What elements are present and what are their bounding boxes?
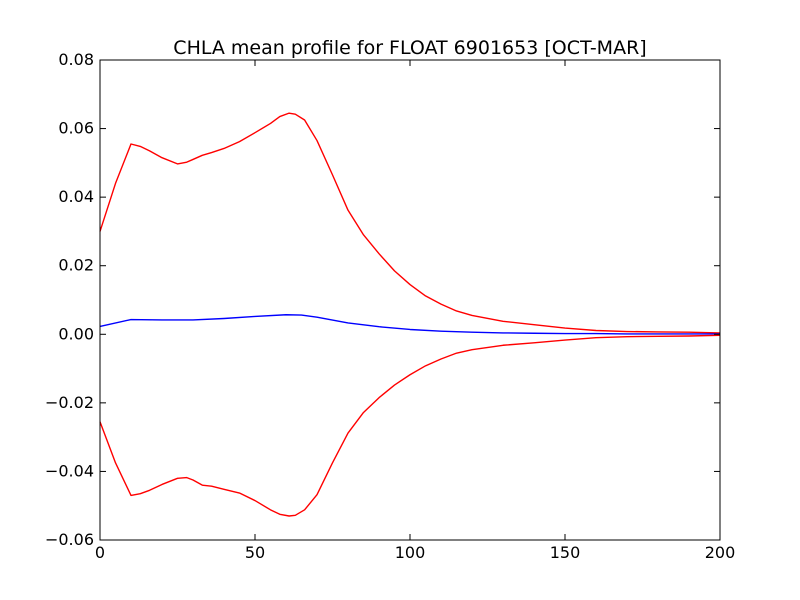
- x-tick-label: 200: [705, 543, 736, 562]
- y-tick-label: −0.02: [45, 393, 94, 412]
- y-tick-label: 0.02: [58, 256, 94, 275]
- series-layer: [99, 112, 721, 517]
- y-tick-label: 0.00: [58, 324, 94, 343]
- y-tick-label: 0.08: [58, 50, 94, 69]
- y-tick-label: −0.06: [45, 530, 94, 549]
- axes-layer: 0 50 100 150 200 −0.06 −0.04 −0.02 0.00 0.02 0.04 0…: [45, 50, 735, 562]
- series-line-0: [99, 112, 721, 334]
- y-tick-label: −0.04: [45, 461, 94, 480]
- y-tick-label: 0.04: [58, 187, 94, 206]
- x-tick-label: 50: [245, 543, 265, 562]
- y-tick-label: 0.06: [58, 119, 94, 138]
- series-line-2: [99, 334, 721, 517]
- x-tick-label: 100: [395, 543, 426, 562]
- x-tick-label: 0: [95, 543, 105, 562]
- series-line-1: [99, 314, 720, 335]
- x-tick-label: 150: [550, 543, 581, 562]
- chart-title: CHLA mean profile for FLOAT 6901653 [OCT…: [173, 37, 646, 59]
